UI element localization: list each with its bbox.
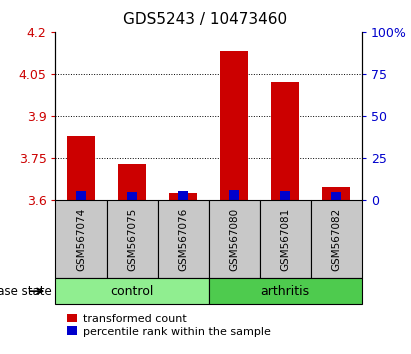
Text: GDS5243 / 10473460: GDS5243 / 10473460 xyxy=(123,12,288,27)
Text: disease state: disease state xyxy=(0,285,51,298)
Bar xyxy=(322,187,350,200)
Text: GSM567081: GSM567081 xyxy=(280,207,290,270)
Bar xyxy=(271,82,299,200)
Text: GSM567080: GSM567080 xyxy=(229,207,239,270)
Bar xyxy=(229,190,239,200)
Bar xyxy=(55,278,209,304)
Bar xyxy=(127,192,137,200)
Bar xyxy=(209,200,260,278)
Bar xyxy=(209,278,362,304)
Bar xyxy=(76,191,86,200)
Bar xyxy=(55,200,106,278)
Text: arthritis: arthritis xyxy=(261,285,310,298)
Bar xyxy=(220,51,248,200)
Bar xyxy=(311,200,362,278)
Text: GSM567075: GSM567075 xyxy=(127,207,137,270)
Text: GSM567076: GSM567076 xyxy=(178,207,188,270)
Legend: transformed count, percentile rank within the sample: transformed count, percentile rank withi… xyxy=(67,314,270,337)
Text: control: control xyxy=(110,285,154,298)
Text: GSM567074: GSM567074 xyxy=(76,207,86,270)
Bar xyxy=(169,193,197,200)
Bar xyxy=(118,164,146,200)
Bar xyxy=(260,200,311,278)
Text: GSM567082: GSM567082 xyxy=(331,207,341,270)
Bar xyxy=(331,193,341,200)
Bar xyxy=(178,191,188,200)
Bar xyxy=(67,136,95,200)
Bar xyxy=(157,200,208,278)
Bar xyxy=(106,200,157,278)
Bar xyxy=(280,191,290,200)
